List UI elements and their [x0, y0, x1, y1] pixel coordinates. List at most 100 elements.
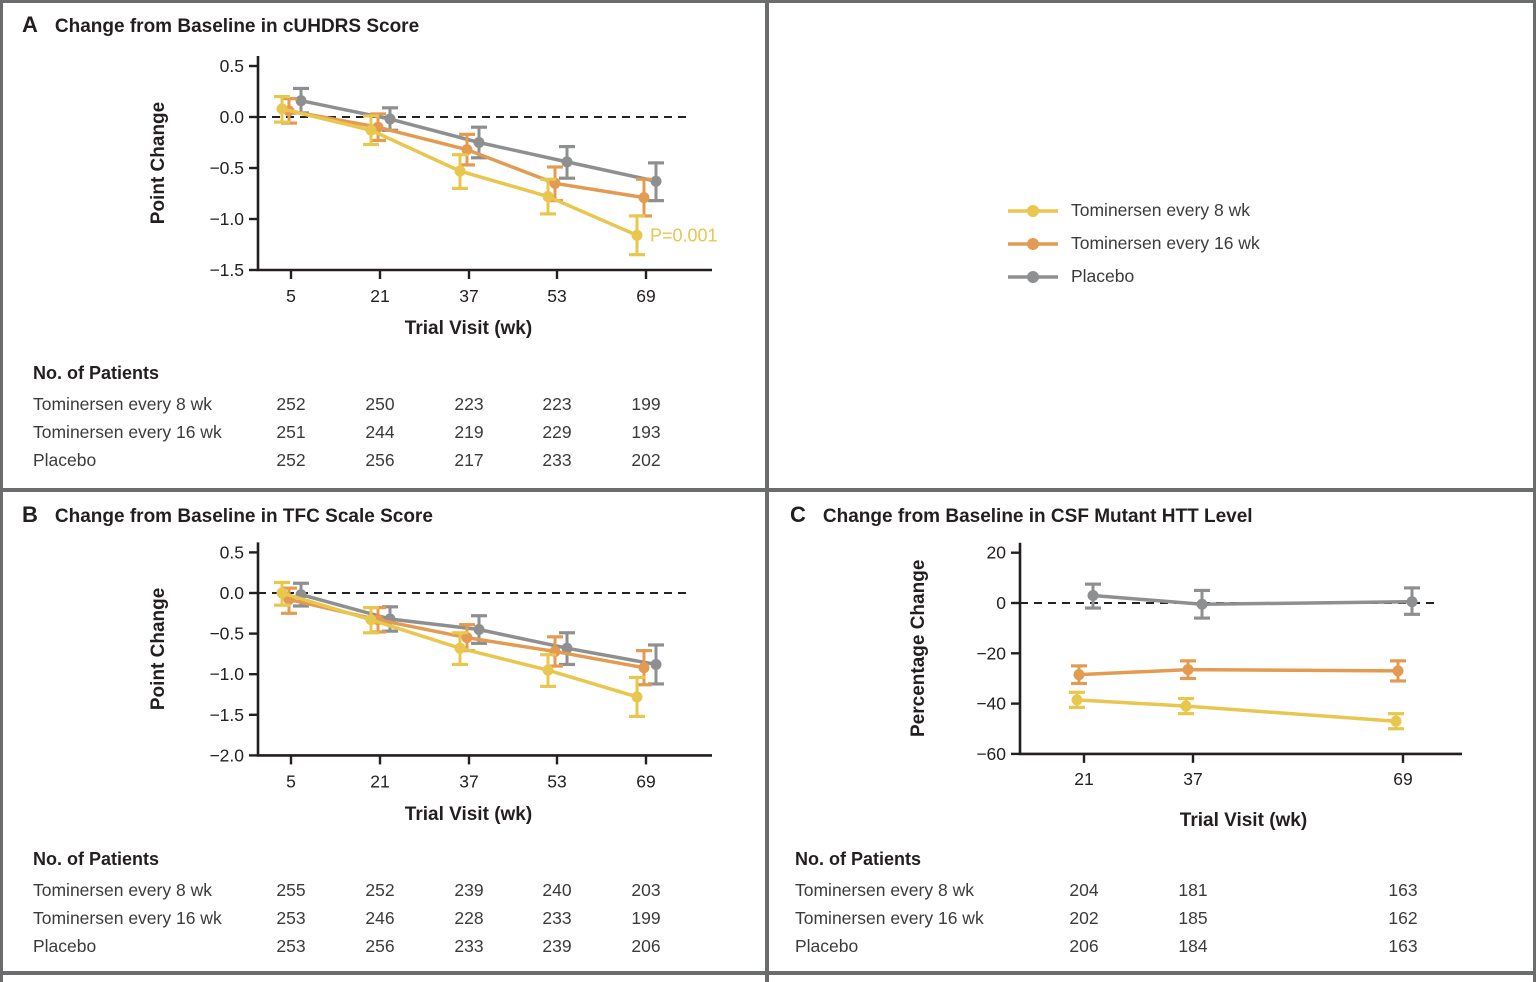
data-point	[561, 156, 573, 168]
patient-count-cell: 162	[1388, 908, 1418, 928]
patient-count-cell: 202	[1069, 908, 1099, 928]
patients-table-header: No. of Patients	[33, 849, 160, 869]
patients-row-label: Tominersen every 8 wk	[33, 394, 212, 414]
patient-count-cell: 203	[631, 880, 661, 900]
chart-c-csf-htt: 20 0 −20 −40 −60 21 37 69 Percentage Change Trial…	[908, 542, 1462, 831]
y-axis-title: Point Change	[148, 588, 169, 710]
data-point	[461, 632, 473, 644]
x-tick-label: 37	[1183, 769, 1202, 789]
patient-count-cell: 255	[276, 880, 306, 900]
data-point	[365, 614, 377, 626]
y-tick-label: −40	[976, 694, 1006, 714]
series-line	[1092, 593, 1413, 607]
legend-label: Tominersen every 8 wk	[1071, 200, 1250, 220]
patient-count-cell: 229	[542, 422, 572, 442]
y-tick-label: 0	[996, 593, 1006, 613]
data-point	[542, 664, 554, 676]
series-tominersen-every-8-wk	[274, 94, 645, 257]
x-tick-label: 21	[370, 771, 389, 791]
patient-count-cell: 239	[454, 880, 484, 900]
data-point	[1196, 598, 1208, 610]
data-point	[650, 658, 662, 670]
axis-lines	[256, 542, 712, 757]
data-point	[638, 662, 650, 674]
legend-marker-icon	[1008, 204, 1058, 217]
legend-marker-icon	[1008, 270, 1058, 283]
chart-a-cuhdrs: 0.5 0.0 −0.5 −1.0 −1.5 5 21 37 53 69 P=0.001 Point …	[148, 56, 718, 339]
data-point	[1392, 665, 1404, 677]
patients-row-label: Tominersen every 16 wk	[33, 422, 222, 442]
legend-label: Placebo	[1071, 266, 1135, 286]
panel-b-header: B Change from Baseline in TFC Scale Scor…	[22, 502, 433, 528]
patient-count-cell: 185	[1178, 908, 1208, 928]
patients-row-label: Placebo	[33, 936, 97, 956]
x-tick-label: 69	[1393, 769, 1412, 789]
x-tick-label: 5	[286, 771, 296, 791]
panel-a-header: A Change from Baseline in cUHDRS Score	[22, 12, 419, 38]
patient-count-cell: 223	[454, 394, 484, 414]
panel-c-letter: C	[790, 502, 806, 527]
y-tick-label: −0.5	[209, 624, 244, 644]
y-tick-label: −20	[976, 643, 1006, 663]
x-tick-label: 53	[547, 771, 566, 791]
patient-count-cell: 163	[1388, 936, 1418, 956]
patients-row-label: Placebo	[33, 450, 97, 470]
legend-item: Tominersen every 8 wk	[1008, 194, 1260, 227]
divider-horizontal-bottom	[0, 971, 1536, 975]
patients-row-label: Placebo	[795, 936, 859, 956]
data-point	[365, 124, 377, 136]
y-axis-title: Percentage Change	[908, 560, 929, 737]
patients-table-header: No. of Patients	[33, 363, 160, 383]
y-tick-label: 20	[987, 543, 1007, 563]
data-point	[1087, 589, 1099, 601]
patients-row-label: Tominersen every 16 wk	[795, 908, 984, 928]
patients-row-label: Tominersen every 16 wk	[33, 908, 222, 928]
patients-row-label: Tominersen every 8 wk	[795, 880, 974, 900]
patient-count-cell: 252	[365, 880, 395, 900]
y-tick-label: −1.5	[209, 705, 244, 725]
patient-count-cell: 256	[365, 450, 395, 470]
patient-count-cell: 219	[454, 422, 484, 442]
y-tick-label: −60	[976, 744, 1006, 764]
patient-count-cell: 233	[542, 450, 572, 470]
patient-count-cell: 250	[365, 394, 395, 414]
patient-count-cell: 199	[631, 394, 661, 414]
x-axis-title: Trial Visit (wk)	[405, 318, 532, 339]
y-axis-title: Point Change	[148, 102, 169, 224]
patient-count-cell: 251	[276, 422, 306, 442]
data-point	[473, 137, 485, 148]
series-line	[1078, 667, 1399, 677]
data-point	[276, 103, 288, 115]
x-tick-label: 21	[370, 286, 389, 306]
y-tick-label: 0.5	[220, 56, 244, 76]
data-point	[638, 192, 650, 204]
x-axis-title: Trial Visit (wk)	[1180, 810, 1307, 831]
patient-count-cell: 244	[365, 422, 395, 442]
legend-item: Placebo	[1008, 260, 1260, 293]
patient-count-cell: 217	[454, 450, 484, 470]
divider-horizontal-mid	[0, 488, 1536, 492]
data-point	[384, 113, 396, 125]
series-placebo	[293, 86, 664, 203]
patient-count-cell: 223	[542, 394, 572, 414]
y-tick-label: −1.5	[209, 260, 244, 280]
chart-legend: Tominersen every 8 wk Tominersen every 1…	[1008, 194, 1260, 293]
legend-marker-icon	[1008, 237, 1058, 250]
patient-count-cell: 240	[542, 880, 572, 900]
panel-a-title: Change from Baseline in cUHDRS Score	[54, 16, 420, 37]
patient-count-cell: 246	[365, 908, 395, 928]
patients-row-label: Tominersen every 8 wk	[33, 880, 212, 900]
x-tick-label: 53	[547, 286, 566, 306]
x-tick-label: 37	[459, 286, 478, 306]
data-point	[1071, 694, 1083, 706]
x-tick-label: 69	[636, 286, 655, 306]
x-tick-label: 21	[1074, 769, 1093, 789]
axis-lines	[256, 56, 712, 272]
data-point	[1406, 596, 1418, 608]
panel-b-letter: B	[22, 502, 38, 527]
data-point	[631, 691, 643, 703]
data-point	[631, 229, 643, 241]
data-point	[1073, 669, 1085, 681]
legend-item: Tominersen every 16 wk	[1008, 227, 1260, 260]
